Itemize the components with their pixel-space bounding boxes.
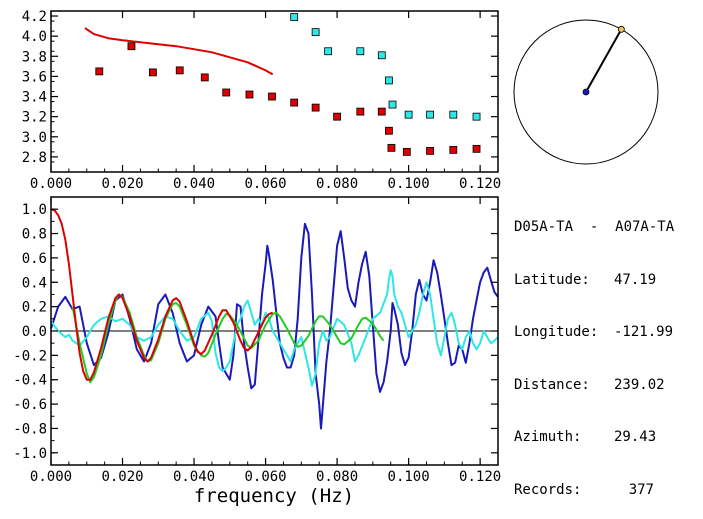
series-line-cyan <box>50 269 499 387</box>
info-row-azimuth: Azimuth: 29.43 <box>514 429 699 447</box>
records-value: 377 <box>628 481 654 498</box>
y-tick-label: 3.8 <box>22 49 47 65</box>
series-line-red <box>50 208 274 381</box>
y-tick-label: 3.4 <box>22 90 47 106</box>
y-tick-label: 0.6 <box>22 251 47 267</box>
x-tick-label: 0.120 <box>459 176 501 192</box>
data-point-red <box>95 67 104 76</box>
data-point-cyan <box>426 110 434 119</box>
x-tick-label: 0.080 <box>316 176 358 192</box>
azimuth-compass <box>513 19 659 165</box>
data-point-cyan <box>449 110 458 119</box>
x-tick-label: 0.020 <box>101 176 143 192</box>
x-tick-label: 0.040 <box>173 176 215 192</box>
records-label: Records: <box>514 481 582 498</box>
y-tick-label: 0.8 <box>22 227 47 243</box>
data-point-cyan <box>324 47 333 56</box>
latitude-value: 47.19 <box>614 271 657 288</box>
data-point-red <box>290 98 299 107</box>
data-point-red <box>311 103 320 112</box>
data-point-red <box>402 147 411 156</box>
data-point-cyan <box>385 76 393 85</box>
data-point-red <box>127 42 136 51</box>
y-tick-label: 3.2 <box>22 110 47 126</box>
data-point-cyan <box>311 28 320 37</box>
longitude-label: Longitude: <box>514 324 599 340</box>
data-point-cyan <box>356 47 365 56</box>
x-tick-label: 0.000 <box>30 176 72 192</box>
longitude-value: -121.99 <box>614 324 674 340</box>
data-point-red <box>426 146 434 155</box>
station-info-panel: D05A-TA - A07A-TA Latitude: 47.19 Longit… <box>514 184 699 517</box>
azimuth-label: Azimuth: <box>514 429 582 445</box>
x-tick-label: 0.060 <box>244 176 286 192</box>
data-point-red <box>175 66 184 75</box>
data-point-red <box>472 144 481 153</box>
data-point-red <box>385 126 393 135</box>
x-tick-label: 0.080 <box>316 469 358 485</box>
y-tick-label: 0.2 <box>22 300 47 316</box>
latitude-label: Latitude: <box>514 271 590 288</box>
distance-label: Distance: <box>514 376 590 393</box>
data-point-red <box>333 112 341 121</box>
y-tick-label: 0.0 <box>22 324 47 340</box>
y-tick-label: 2.8 <box>22 150 47 166</box>
data-point-red <box>268 92 276 101</box>
azimuth-value: 29.43 <box>614 429 657 445</box>
x-tick-label: 0.100 <box>388 176 430 192</box>
x-tick-label: 0.120 <box>459 469 501 485</box>
y-tick-label: 0.4 <box>22 275 47 291</box>
data-point-red <box>377 107 386 116</box>
correlation-plot: 0.000 0.020 0.040 0.060 0.080 0.100 0.120 1.0 0.… <box>13 196 501 485</box>
data-point-red <box>200 73 209 82</box>
info-row-latitude: Latitude: 47.19 <box>514 272 699 290</box>
data-point-red <box>222 88 231 97</box>
info-row-distance: Distance: 239.02 <box>514 377 699 395</box>
x-tick-label: 0.020 <box>101 469 143 485</box>
x-tick-label: 0.060 <box>244 469 286 485</box>
y-tick-label: 4.0 <box>22 29 47 45</box>
data-point-cyan <box>290 13 299 21</box>
y-tick-label: -0.8 <box>13 421 47 437</box>
series-line-red <box>84 27 274 76</box>
info-row-longitude: Longitude: -121.99 <box>514 324 699 342</box>
x-tick-label: 0.100 <box>388 469 430 485</box>
info-row-records: Records: 377 <box>514 482 699 500</box>
y-tick-label: 3.6 <box>22 69 47 85</box>
data-point-red <box>149 68 157 77</box>
y-tick-label: -1.0 <box>13 446 47 462</box>
y-tick-label: -0.6 <box>13 397 47 413</box>
x-axis-title: frequency (Hz) <box>194 485 354 507</box>
y-tick-label: 4.2 <box>22 9 47 25</box>
data-point-cyan <box>377 51 386 60</box>
series-line-green <box>71 293 385 384</box>
y-tick-label: -0.2 <box>13 348 47 364</box>
distance-value: 239.02 <box>614 376 665 393</box>
azimuth-line <box>585 28 623 93</box>
series-line-blue <box>50 222 499 430</box>
y-tick-label: 3.0 <box>22 130 47 146</box>
target-station-marker <box>617 25 625 33</box>
dispersion-plot: 0.000 0.020 0.040 0.060 0.080 0.100 0.120 2.8 3.… <box>22 9 501 192</box>
data-point-cyan <box>472 112 481 121</box>
data-point-red <box>245 90 254 99</box>
data-point-red <box>449 145 458 154</box>
y-tick-label: 1.0 <box>22 202 47 218</box>
x-tick-label: 0.000 <box>30 469 72 485</box>
station-pair-label: D05A-TA - A07A-TA <box>514 219 675 235</box>
data-point-cyan <box>404 110 413 119</box>
compass-circle <box>513 19 659 165</box>
data-point-red <box>387 143 396 152</box>
data-point-cyan <box>388 100 397 109</box>
data-point-red <box>356 107 365 116</box>
y-tick-label: -0.4 <box>13 373 47 389</box>
x-tick-label: 0.040 <box>173 469 215 485</box>
origin-station-marker <box>582 88 590 96</box>
